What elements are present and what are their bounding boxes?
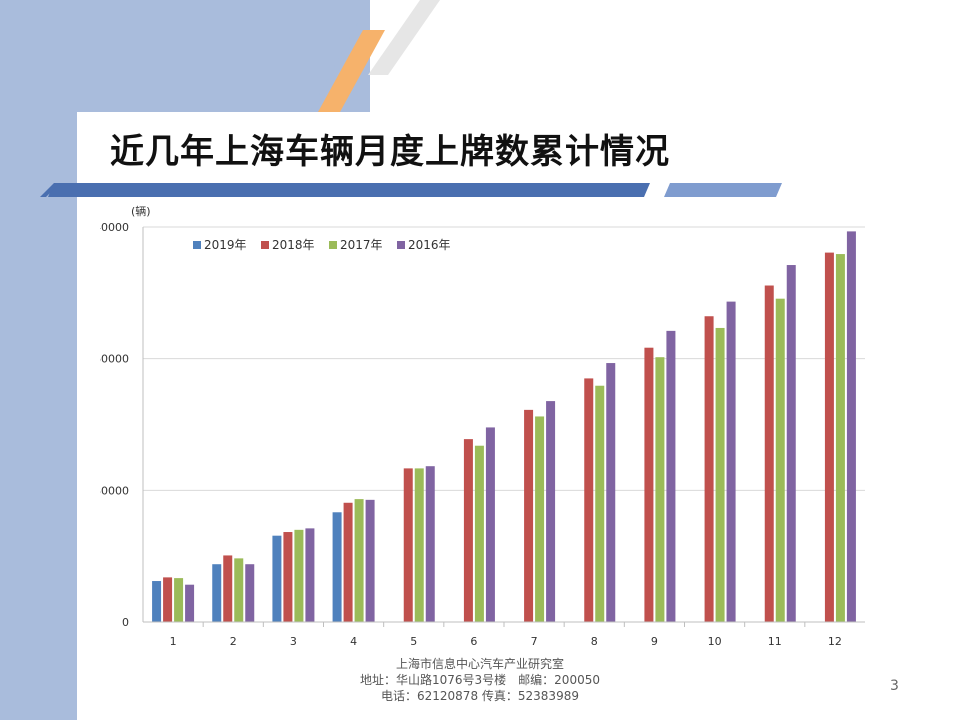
page-number: 3 — [890, 678, 899, 694]
bar — [163, 577, 173, 622]
bar — [403, 468, 413, 622]
chart-gridlines — [142, 226, 865, 623]
y-tick-label: 540000 — [100, 221, 129, 234]
bar — [655, 357, 665, 622]
bar — [332, 512, 342, 622]
bar — [365, 499, 375, 622]
x-tick-label: 11 — [768, 635, 782, 648]
bar — [272, 535, 282, 622]
bar — [786, 265, 796, 622]
x-tick-label: 10 — [708, 635, 722, 648]
footer-organization: 上海市信息中心汽车产业研究室 — [395, 657, 564, 671]
x-tick-label: 3 — [290, 635, 297, 648]
bar — [846, 231, 856, 622]
slide-title: 近几年上海车辆月度上牌数累计情况 — [110, 132, 670, 172]
x-tick-label: 1 — [170, 635, 177, 648]
bar — [425, 466, 435, 622]
bar — [223, 555, 233, 622]
bar — [234, 558, 244, 622]
legend-swatch — [329, 241, 337, 249]
bar — [185, 584, 195, 622]
x-tick-label: 9 — [651, 635, 658, 648]
bar — [835, 254, 845, 622]
bar — [343, 502, 353, 622]
footer-contact: 上海市信息中心汽车产业研究室 地址：华山路1076号3号楼 邮编：200050 … — [300, 656, 660, 704]
bar — [305, 528, 315, 622]
y-tick-label: 180000 — [100, 484, 129, 497]
title-underline-bar — [40, 183, 782, 197]
bar — [152, 581, 162, 622]
chart-bars — [152, 231, 856, 622]
y-axis-unit-label: (辆) — [131, 204, 151, 218]
bar — [704, 316, 714, 622]
bar — [283, 532, 293, 622]
bar — [764, 285, 774, 622]
legend-swatch — [261, 241, 269, 249]
y-axis-ticks: 0 180000 360000 540000 — [100, 221, 129, 629]
bar — [485, 427, 495, 622]
bar — [726, 301, 736, 622]
bar — [584, 378, 594, 622]
bar — [294, 529, 304, 622]
x-tick-label: 4 — [350, 635, 357, 648]
bar — [824, 252, 834, 622]
bar — [546, 401, 556, 622]
bar — [595, 385, 605, 622]
x-tick-label: 7 — [531, 635, 538, 648]
chart-legend: 2019年 2018年 2017年 2016年 — [193, 238, 451, 252]
x-tick-label: 5 — [410, 635, 417, 648]
bar — [354, 499, 364, 622]
bar — [775, 298, 785, 622]
bar — [474, 445, 484, 622]
y-tick-label: 360000 — [100, 353, 129, 366]
left-background-band — [0, 0, 77, 720]
x-tick-label: 2 — [230, 635, 237, 648]
decorative-stripes — [0, 0, 777, 118]
bar — [606, 363, 616, 622]
legend-swatch — [193, 241, 201, 249]
bar-chart: 0180000360000540000 (辆) 123456789101112 … — [100, 204, 865, 648]
x-tick-label: 8 — [591, 635, 598, 648]
y-tick-label: 0 — [122, 616, 129, 629]
bar — [463, 439, 473, 622]
bar — [414, 468, 424, 622]
legend-label: 2016年 — [408, 238, 451, 252]
footer-address: 地址：华山路1076号3号楼 邮编：200050 — [360, 673, 600, 687]
bar — [212, 564, 222, 622]
bar — [245, 564, 255, 622]
legend-label: 2019年 — [204, 238, 247, 252]
bar — [644, 347, 654, 622]
x-axis-ticks: 1 2 3 4 5 6 7 8 9 10 11 12 — [143, 621, 865, 648]
bar — [174, 578, 184, 622]
bar — [666, 330, 676, 622]
bar — [535, 416, 545, 622]
legend-label: 2017年 — [340, 238, 383, 252]
bar — [715, 327, 725, 622]
x-tick-label: 12 — [828, 635, 842, 648]
bar — [524, 409, 534, 622]
legend-swatch — [397, 241, 405, 249]
x-tick-label: 6 — [470, 635, 477, 648]
footer-phone-fax: 电话：62120878 传真：52383989 — [381, 689, 579, 703]
legend-label: 2018年 — [272, 238, 315, 252]
